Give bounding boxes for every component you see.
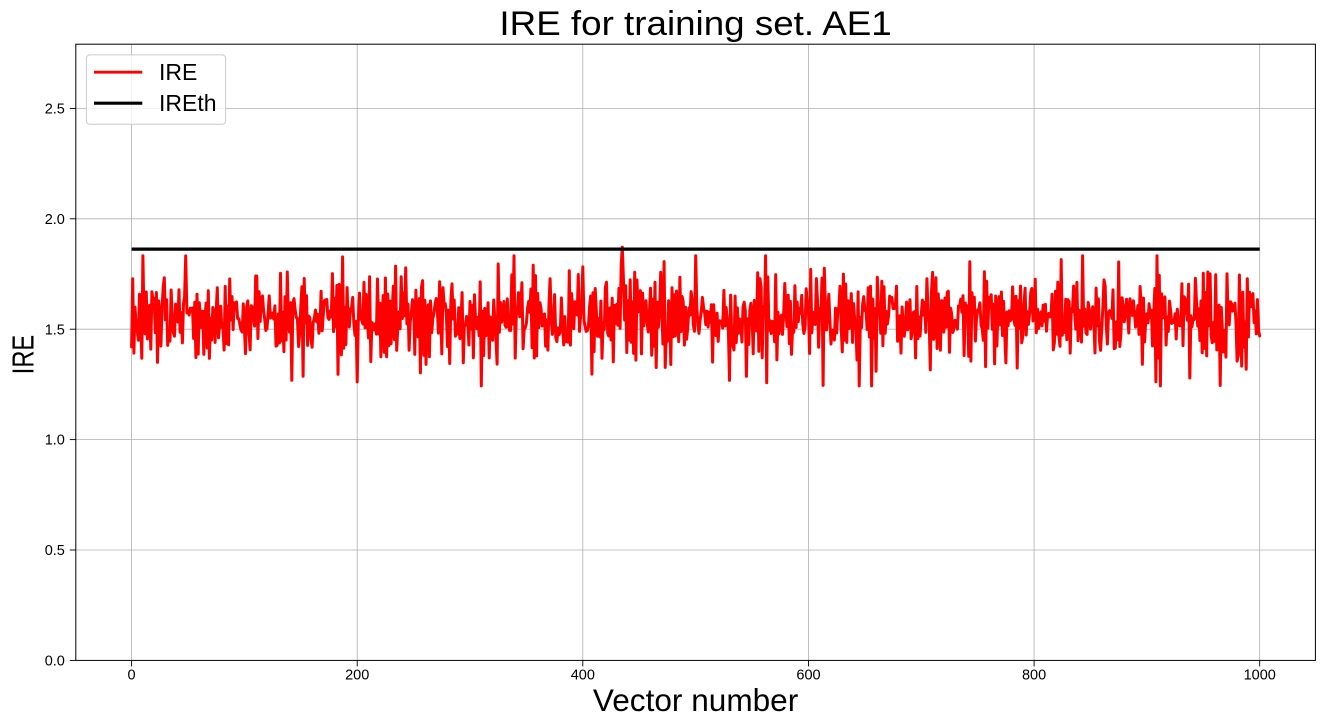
svg-text:IRE: IRE [6, 335, 41, 374]
svg-text:800: 800 [1022, 668, 1046, 684]
svg-text:IRE for training set. AE1: IRE for training set. AE1 [499, 5, 891, 43]
svg-text:0.0: 0.0 [45, 654, 65, 670]
svg-text:1.5: 1.5 [45, 322, 65, 338]
svg-text:2.5: 2.5 [45, 102, 65, 118]
svg-text:600: 600 [796, 668, 820, 684]
svg-text:IREth: IREth [159, 90, 217, 116]
svg-text:1.0: 1.0 [45, 433, 65, 449]
svg-text:0.5: 0.5 [45, 543, 65, 559]
svg-text:400: 400 [571, 668, 595, 684]
svg-text:1000: 1000 [1244, 668, 1276, 684]
svg-text:IRE: IRE [159, 59, 197, 85]
svg-text:Vector number: Vector number [593, 682, 798, 718]
svg-text:2.0: 2.0 [45, 212, 65, 228]
svg-text:200: 200 [345, 668, 369, 684]
svg-text:0: 0 [128, 668, 136, 684]
